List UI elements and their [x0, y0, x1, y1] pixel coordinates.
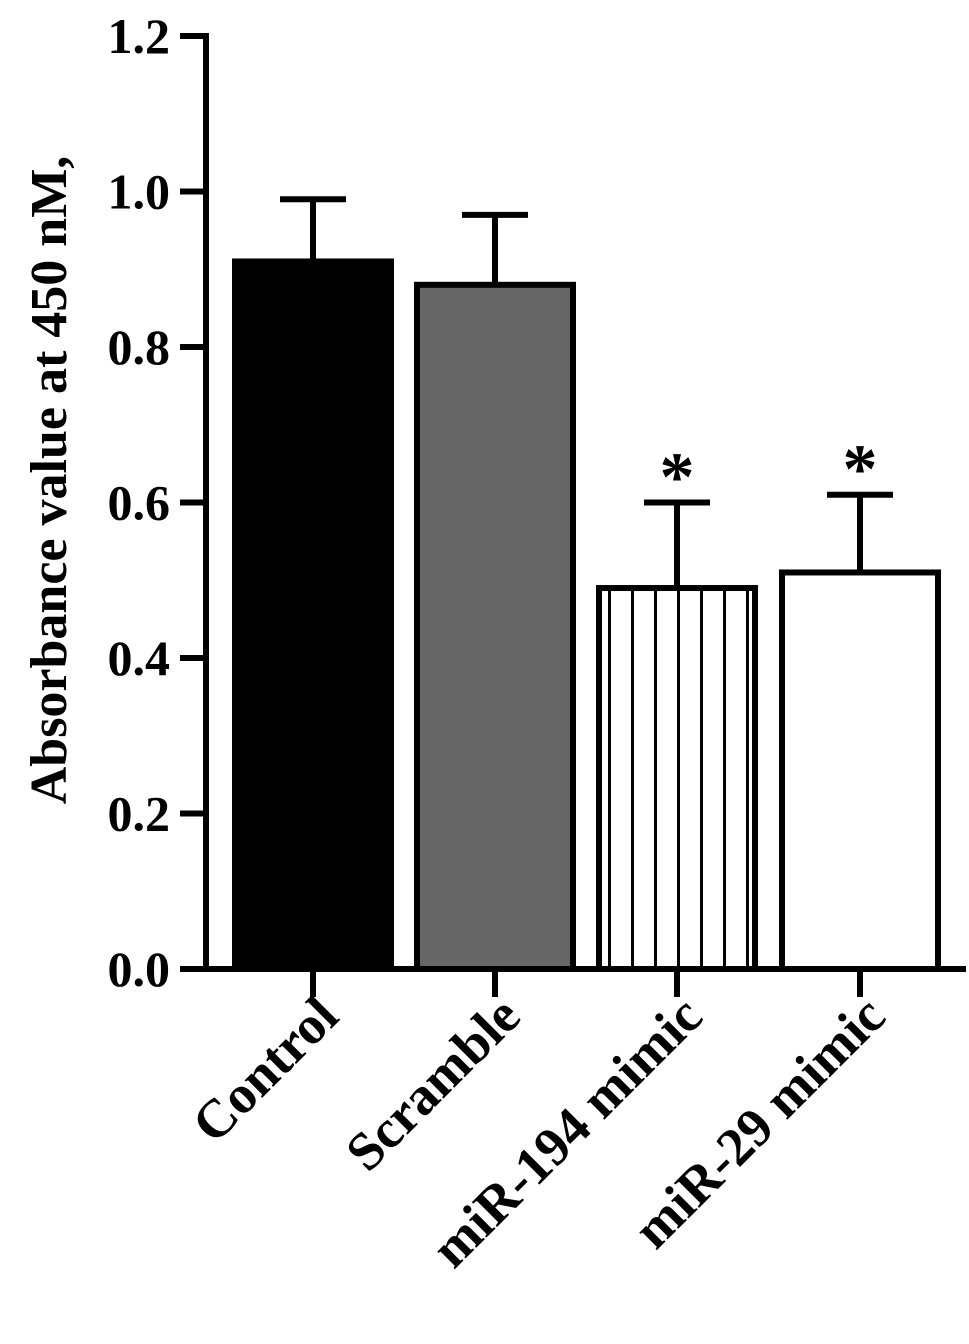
- bar: [596, 585, 758, 973]
- category-label: Scramble: [334, 985, 531, 1182]
- significance-star: *: [843, 432, 878, 509]
- significance-star: *: [660, 440, 695, 517]
- bar: [779, 569, 941, 972]
- y-tick-label: 0.0: [108, 941, 171, 997]
- y-tick-label: 1.2: [108, 8, 171, 64]
- bars-group: [232, 258, 941, 973]
- y-tick-label: 0.2: [108, 786, 171, 842]
- bar: [414, 281, 576, 972]
- y-tick-label: 0.6: [108, 475, 171, 531]
- category-label: Control: [180, 985, 349, 1154]
- bar: [232, 258, 394, 973]
- y-axis-title: Absorbance value at 450 nM,: [21, 156, 78, 805]
- error-bars-group: [280, 196, 893, 589]
- y-tick-label: 0.8: [108, 319, 171, 375]
- y-tick-label: 0.4: [108, 630, 171, 686]
- y-axis: 0.0 0.2 0.4 0.6 0.8 1.0 1.2: [108, 8, 209, 997]
- y-tick-label: 1.0: [108, 164, 171, 220]
- significance-markers: * *: [660, 432, 878, 517]
